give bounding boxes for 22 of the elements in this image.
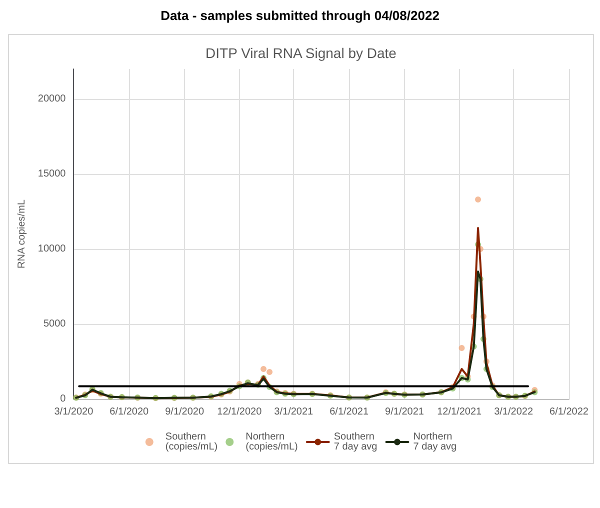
legend-label: Southern (copies/mL) (165, 432, 218, 452)
y-tick-label: 20000 (38, 94, 66, 104)
x-tick-label: 3/1/2021 (274, 406, 314, 418)
y-tick-label: 0 (60, 394, 66, 404)
legend-label: Southern 7 day avg (334, 432, 378, 452)
y-tick-label: 15000 (38, 168, 66, 180)
y-axis-title: RNA copies/mL (16, 199, 28, 268)
x-tick-label: 12/1/2020 (217, 406, 262, 418)
x-tick-label: 9/1/2021 (385, 406, 424, 418)
x-tick-label: 12/1/2021 (437, 406, 482, 418)
x-tick-label: 3/1/2022 (494, 406, 534, 418)
y-tick-label: 10000 (38, 244, 66, 254)
y-tick-label: 5000 (43, 318, 66, 330)
legend-label: Northern 7 day avg (413, 432, 457, 452)
x-tick-label: 3/1/2020 (54, 406, 94, 418)
chart-title: Data - samples submitted through 04/08/2022 (160, 7, 440, 25)
chart-subtitle: DITP Viral RNA Signal by Date (206, 45, 397, 61)
x-tick-label: 6/1/2020 (110, 406, 150, 418)
x-tick-label: 6/1/2021 (330, 406, 369, 418)
x-tick-label: 6/1/2022 (550, 406, 589, 418)
x-tick-label: 9/1/2020 (165, 406, 204, 418)
legend-label: Northern (copies/mL) (246, 432, 298, 452)
